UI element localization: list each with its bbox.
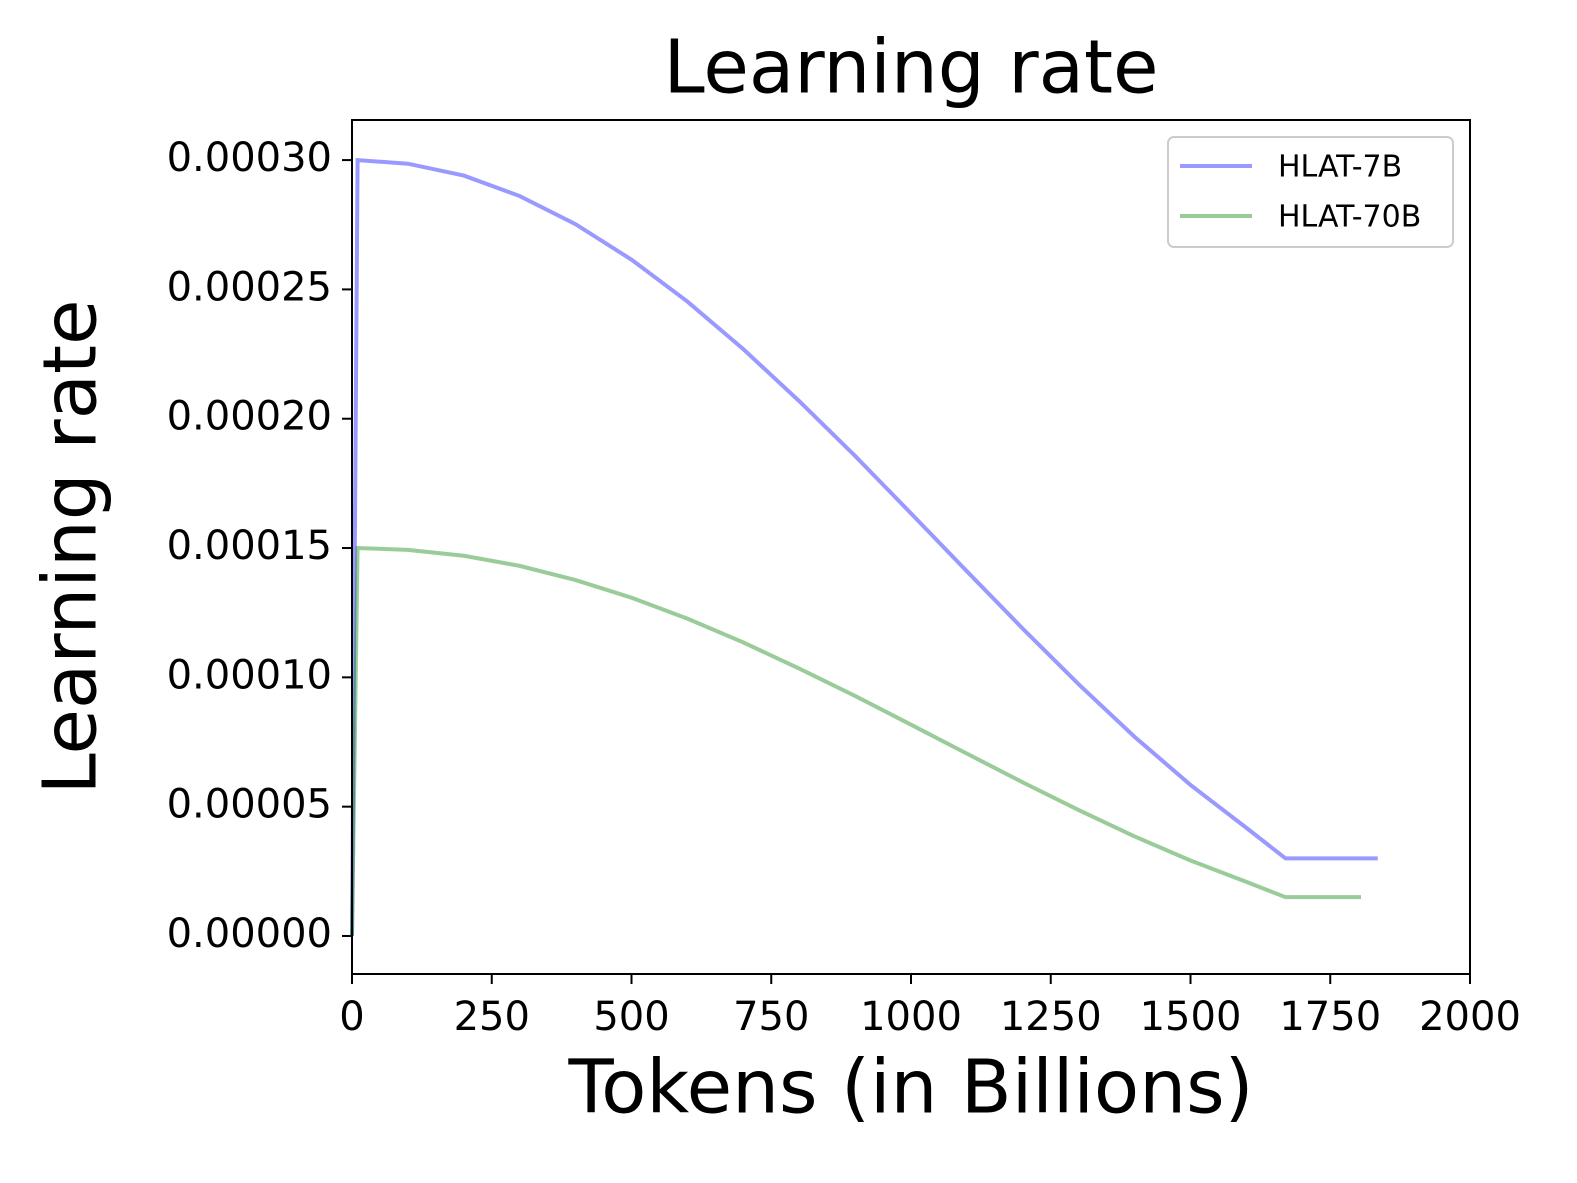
x-tick-label: 750 (733, 994, 809, 1040)
y-tick-label: 0.00005 (167, 782, 332, 828)
y-tick-label: 0.00030 (167, 135, 332, 181)
x-tick-label: 1250 (1000, 994, 1102, 1040)
y-tick-label: 0.00015 (167, 523, 332, 569)
y-axis-label: Learning rate (28, 299, 114, 794)
x-tick-label: 250 (454, 994, 530, 1040)
plot-frame (351, 119, 1471, 975)
legend-box (1167, 136, 1454, 248)
y-tick-label: 0.00000 (167, 911, 332, 957)
legend-label: HLAT-70B (1278, 200, 1421, 235)
x-tick-label: 1000 (860, 994, 962, 1040)
legend-label: HLAT-7B (1278, 150, 1402, 185)
x-tick-label: 500 (593, 994, 669, 1040)
y-tick-label: 0.00025 (167, 264, 332, 310)
line-series (350, 157, 1378, 936)
chart-title: Learning rate (663, 25, 1158, 111)
y-tick-label: 0.00010 (167, 652, 332, 698)
x-tick-label: 0 (339, 994, 364, 1040)
y-tick-label: 0.00020 (167, 394, 332, 440)
x-tick-label: 1500 (1140, 994, 1242, 1040)
line-series (350, 545, 1361, 937)
x-tick-label: 2000 (1419, 994, 1521, 1040)
x-tick-label: 1750 (1279, 994, 1381, 1040)
x-axis-label: Tokens (in Billions) (567, 1045, 1253, 1131)
